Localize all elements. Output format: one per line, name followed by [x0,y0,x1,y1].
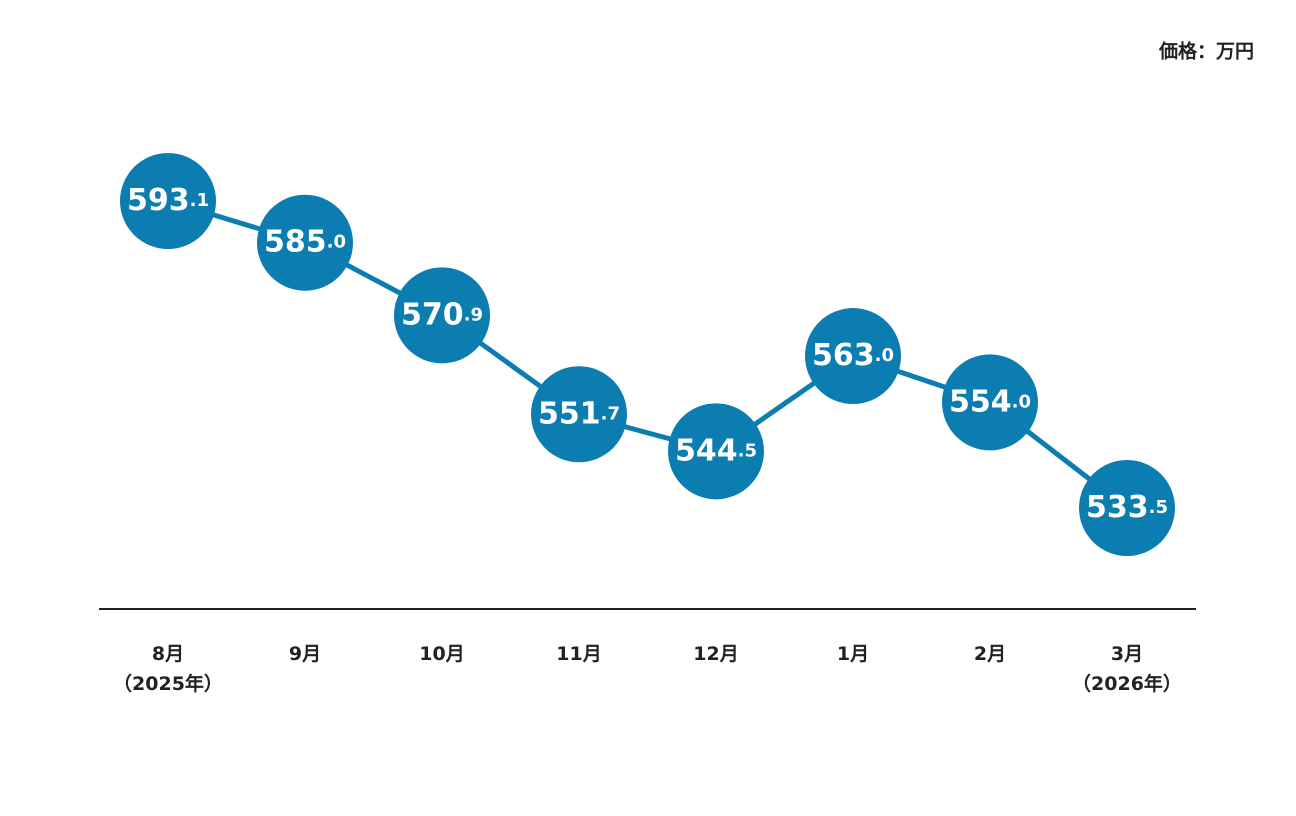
data-label: 551.7 [538,396,620,431]
data-label: 544.5 [675,433,757,468]
data-point [942,354,1038,451]
x-tick-label: 11月 [556,643,601,665]
data-label: 563.0 [812,338,894,373]
data-label: 570.9 [401,297,483,332]
data-point [668,403,764,500]
data-label: 554.0 [949,384,1031,419]
x-tick-label: 12月 [693,643,738,665]
x-tick-label: 8月（2025年） [113,643,223,695]
x-tick-label: 1月 [837,643,869,665]
x-tick-label: 3月（2026年） [1072,643,1182,695]
data-label: 533.5 [1086,490,1168,525]
unit-label: 価格：万円 [1158,40,1254,63]
x-tick-label: 9月 [289,643,321,665]
data-label: 593.1 [127,183,209,218]
x-tick-label: 2月 [974,643,1006,665]
data-point [394,267,490,364]
data-label: 585.0 [264,224,346,259]
data-point [257,194,353,291]
data-point [805,308,901,405]
data-point [1079,460,1175,556]
data-point [120,153,216,249]
data-point [531,366,627,463]
x-tick-label: 10月 [419,643,464,665]
